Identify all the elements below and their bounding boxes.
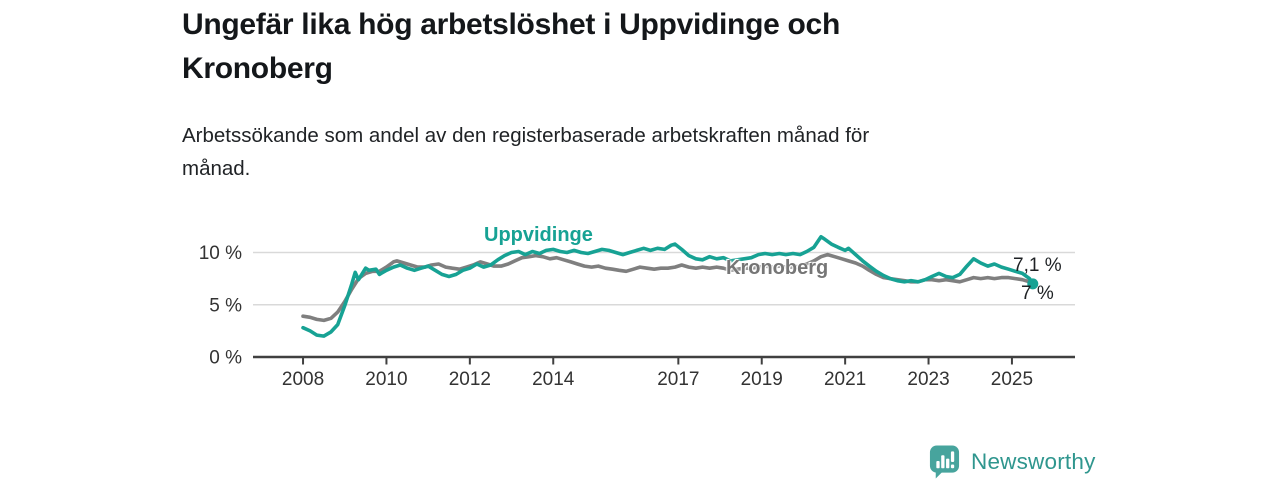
chart-subtitle-line-1: Arbetssökande som andel av den registerb… [182, 124, 870, 147]
y-axis-label: 0 % [209, 348, 242, 369]
x-axis-label: 2025 [991, 369, 1033, 390]
x-axis-label: 2012 [449, 369, 491, 390]
series-line-kronoberg [301, 252, 1035, 323]
chart-title-line-2: Kronoberg [182, 52, 333, 85]
series-end-dot [1027, 278, 1039, 290]
x-axis-label: 2014 [532, 369, 575, 390]
x-axis-label: 2019 [741, 369, 783, 390]
x-axis-label: 2010 [365, 369, 407, 390]
x-axis-label: 2008 [282, 369, 324, 390]
x-axis-label: 2023 [907, 369, 949, 390]
x-axis-label: 2017 [657, 369, 699, 390]
newsworthy-logo: Newsworthy [928, 444, 1096, 480]
series-label-kronoberg: Kronoberg [726, 257, 829, 279]
end-value-label-kronoberg: 7,1 % [1013, 255, 1062, 276]
chart-title: Ungefär lika hög arbetslöshet i Uppvidin… [182, 3, 1012, 91]
line-chart: 0 % 5 % 10 % 2008 2010 2012 2014 2017 2019 2021 20… [170, 215, 1110, 405]
y-axis-label: 10 % [199, 243, 242, 264]
y-axis-label: 5 % [209, 295, 242, 316]
series-line-uppvidinge [301, 234, 1035, 338]
x-axis-label: 2021 [824, 369, 866, 390]
newsworthy-logo-text: Newsworthy [971, 449, 1096, 474]
end-value-label-uppvidinge: 7 % [1021, 283, 1054, 304]
series-label-uppvidinge: Uppvidinge [484, 224, 593, 246]
chart-canvas: 0 % 5 % 10 % 2008 2010 2012 2014 2017 2019 2021 20… [199, 234, 1075, 390]
chart-subtitle: Arbetssökande som andel av den registerb… [182, 119, 1062, 185]
newsworthy-logo-icon [929, 445, 960, 479]
chart-subtitle-line-2: månad. [182, 157, 251, 180]
chart-title-line-1: Ungefär lika hög arbetslöshet i Uppvidin… [182, 8, 840, 41]
